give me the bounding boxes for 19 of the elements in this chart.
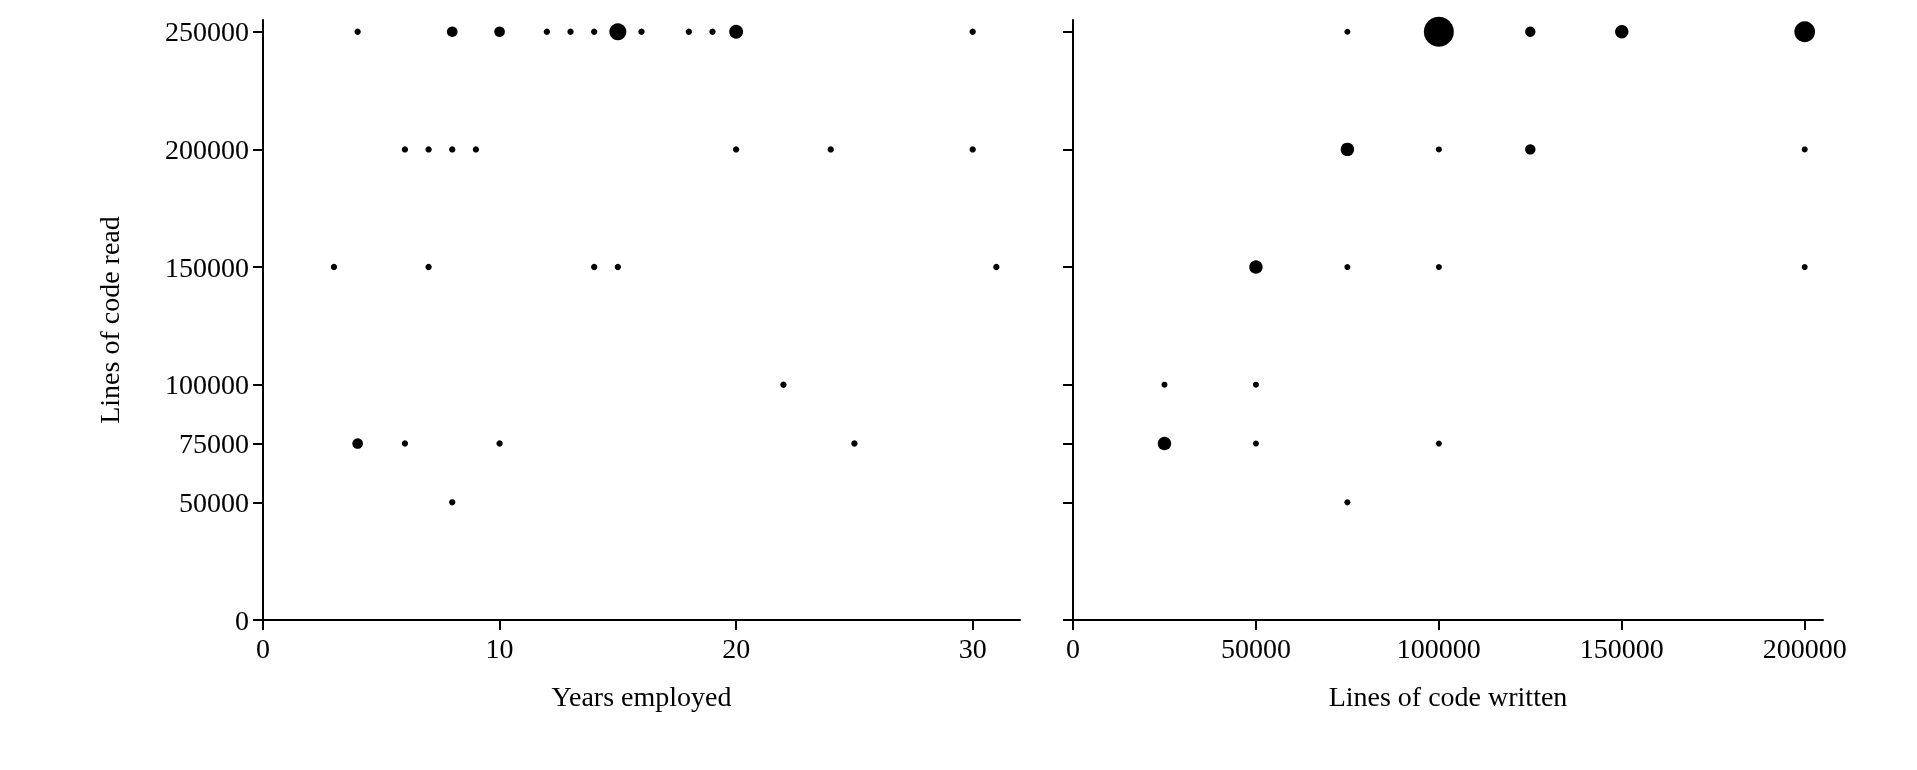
x-tick-label: 20 <box>722 632 751 664</box>
y-axis-title: Lines of code read <box>93 216 125 424</box>
x-tick-label: 30 <box>958 632 987 664</box>
y-tick-label: 75000 <box>179 428 249 460</box>
y-tick-label: 150000 <box>165 251 249 283</box>
x-axis-title: Lines of code written <box>1328 680 1568 712</box>
y-tick-label: 50000 <box>179 486 249 518</box>
x-tick-label: 150000 <box>1579 632 1664 664</box>
y-tick-label: 200000 <box>165 133 249 165</box>
x-tick-label: 100000 <box>1396 632 1481 664</box>
y-tick-label: 100000 <box>165 369 249 401</box>
x-axis-title: Years employed <box>551 680 732 712</box>
y-tick-label: 0 <box>235 604 249 636</box>
x-tick-label: 10 <box>485 632 514 664</box>
x-tick-label: 0 <box>256 632 270 664</box>
x-tick-label: 0 <box>1066 632 1080 664</box>
x-tick-label: 50000 <box>1220 632 1291 664</box>
y-tick-label: 250000 <box>165 16 249 48</box>
x-tick-label: 200000 <box>1762 632 1847 664</box>
